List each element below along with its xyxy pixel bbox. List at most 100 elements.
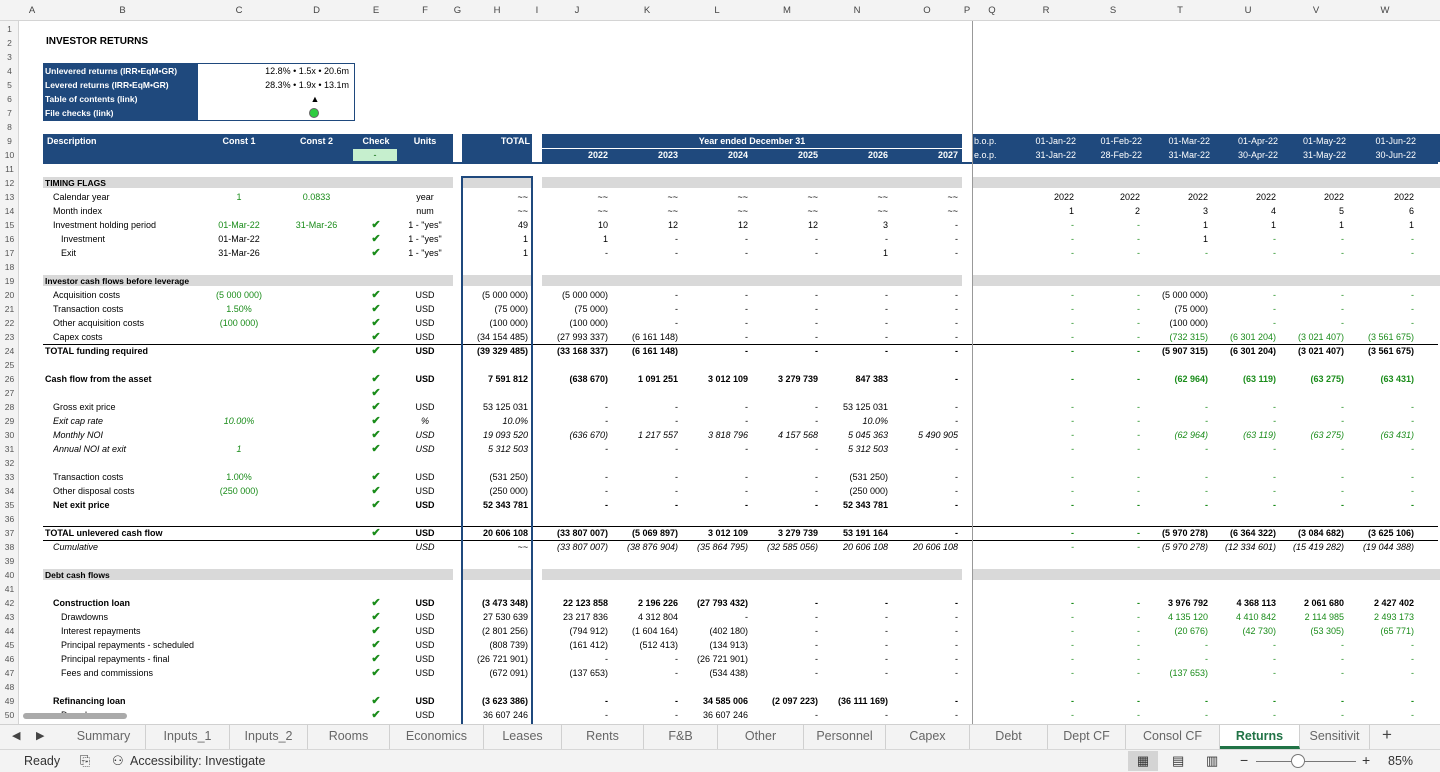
row-header[interactable]: 5 — [7, 80, 12, 90]
month-cell[interactable]: (3 625 106) — [1367, 528, 1414, 538]
month-cell[interactable]: - — [1071, 696, 1074, 706]
month-cell[interactable]: - — [1205, 248, 1208, 258]
month-cell[interactable]: (19 044 388) — [1362, 542, 1414, 552]
row-header[interactable]: 1 — [7, 24, 12, 34]
month-cell[interactable]: - — [1273, 654, 1276, 664]
month-cell[interactable]: - — [1411, 640, 1414, 650]
year-cell[interactable]: 12 — [807, 220, 818, 230]
month-cell[interactable]: - — [1137, 332, 1140, 342]
total-cell[interactable]: 10.0% — [502, 416, 528, 426]
column-header-d[interactable]: D — [313, 5, 320, 16]
month-cell[interactable]: - — [1137, 472, 1140, 482]
month-cell[interactable]: - — [1341, 640, 1344, 650]
year-cell[interactable]: - — [955, 472, 958, 482]
year-cell[interactable]: (636 670) — [569, 430, 608, 440]
month-cell[interactable]: - — [1341, 654, 1344, 664]
year-cell[interactable]: - — [885, 332, 888, 342]
year-cell[interactable]: - — [815, 640, 818, 650]
year-cell[interactable]: ~~ — [737, 192, 748, 202]
units-cell[interactable]: USD — [415, 598, 435, 608]
year-cell[interactable]: - — [955, 416, 958, 426]
year-cell[interactable]: 5 490 905 — [917, 430, 958, 440]
month-cell[interactable]: (62 964) — [1174, 430, 1208, 440]
column-header-s[interactable]: S — [1109, 5, 1117, 16]
sheet-tab-sensitivit[interactable]: Sensitivit — [1300, 725, 1370, 749]
row-header[interactable]: 44 — [4, 626, 15, 636]
const1-input[interactable]: 01-Mar-22 — [218, 234, 260, 244]
row-header[interactable]: 3 — [7, 52, 12, 62]
month-cell[interactable]: 2 — [1134, 206, 1140, 216]
month-cell[interactable]: - — [1137, 290, 1140, 300]
row-description[interactable]: Monthly NOI — [53, 430, 104, 440]
year-cell[interactable]: ~~ — [597, 192, 608, 202]
column-header-v[interactable]: V — [1312, 5, 1320, 16]
file-check-ok-icon[interactable] — [309, 108, 319, 118]
sheet-tab-dept-cf[interactable]: Dept CF — [1048, 725, 1126, 749]
zoom-slider-thumb[interactable] — [1291, 754, 1305, 768]
year-cell[interactable]: - — [605, 248, 608, 258]
sheet-tab-other[interactable]: Other — [718, 725, 804, 749]
column-header-h[interactable]: H — [493, 5, 501, 16]
month-cell[interactable]: - — [1411, 304, 1414, 314]
year-cell[interactable]: - — [815, 234, 818, 244]
section-title[interactable]: Debt cash flows — [45, 570, 110, 580]
row-header[interactable]: 12 — [4, 178, 15, 188]
year-cell[interactable]: - — [955, 248, 958, 258]
units-cell[interactable]: USD — [415, 332, 435, 342]
row-header[interactable]: 17 — [4, 248, 15, 258]
month-cell[interactable]: (20 676) — [1174, 626, 1208, 636]
row-header[interactable]: 31 — [4, 444, 15, 454]
month-cell[interactable]: - — [1341, 416, 1344, 426]
year-cell[interactable]: - — [955, 304, 958, 314]
month-cell[interactable]: - — [1205, 654, 1208, 664]
sheet-tab-returns[interactable]: Returns — [1220, 725, 1300, 749]
month-cell[interactable]: 2022 — [1187, 192, 1208, 202]
total-cell[interactable]: (672 091) — [489, 668, 528, 678]
row-header[interactable]: 36 — [4, 514, 15, 524]
year-cell[interactable]: - — [605, 472, 608, 482]
check-status-cell[interactable]: - — [353, 149, 397, 161]
month-cell[interactable]: - — [1341, 248, 1344, 258]
year-cell[interactable]: 53 125 031 — [842, 402, 888, 412]
year-cell[interactable]: 20 606 108 — [912, 542, 958, 552]
row-description[interactable]: Investment — [61, 234, 106, 244]
sheet-tab-summary[interactable]: Summary — [62, 725, 146, 749]
month-cell[interactable]: - — [1071, 346, 1074, 356]
year-cell[interactable]: - — [885, 668, 888, 678]
year-cell[interactable]: - — [745, 612, 748, 622]
units-cell[interactable]: 1 - "yes" — [408, 248, 442, 258]
row-header[interactable]: 22 — [4, 318, 15, 328]
row-header[interactable]: 43 — [4, 612, 15, 622]
month-cell[interactable]: - — [1205, 416, 1208, 426]
year-cell[interactable]: - — [885, 640, 888, 650]
month-cell[interactable]: 2022 — [1119, 192, 1140, 202]
year-cell[interactable]: 2 196 226 — [637, 598, 678, 608]
year-cell[interactable]: - — [675, 472, 678, 482]
section-title[interactable]: TIMING FLAGS — [45, 178, 106, 188]
year-cell[interactable]: - — [955, 640, 958, 650]
month-cell[interactable]: (5 000 000) — [1161, 290, 1208, 300]
month-cell[interactable]: - — [1205, 696, 1208, 706]
year-cell[interactable]: (531 250) — [849, 472, 888, 482]
year-cell[interactable]: ~~ — [737, 206, 748, 216]
month-cell[interactable]: - — [1411, 234, 1414, 244]
month-cell[interactable]: - — [1071, 332, 1074, 342]
year-cell[interactable]: 34 585 006 — [702, 696, 748, 706]
year-cell[interactable]: - — [955, 346, 958, 356]
row-description[interactable]: Principal repayments - scheduled — [61, 640, 195, 650]
const2-input[interactable]: 0.0833 — [302, 192, 331, 202]
row-header[interactable]: 23 — [4, 332, 15, 342]
year-cell[interactable]: - — [675, 696, 678, 706]
units-cell[interactable]: USD — [415, 374, 435, 384]
total-cell[interactable]: 49 — [517, 220, 528, 230]
year-cell[interactable]: - — [745, 304, 748, 314]
month-cell[interactable]: - — [1071, 598, 1074, 608]
total-cell[interactable]: (5 000 000) — [481, 290, 528, 300]
month-cell[interactable]: - — [1071, 654, 1074, 664]
month-cell[interactable]: (100 000) — [1169, 318, 1208, 328]
month-cell[interactable]: - — [1071, 402, 1074, 412]
year-cell[interactable]: (27 993 337) — [556, 332, 608, 342]
row-description[interactable]: Fees and commissions — [61, 668, 154, 678]
year-cell[interactable]: - — [955, 612, 958, 622]
month-cell[interactable]: (732 315) — [1169, 332, 1208, 342]
